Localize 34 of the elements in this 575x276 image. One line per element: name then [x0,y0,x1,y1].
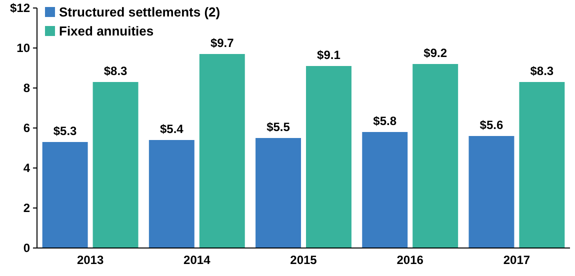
y-tick-label: 4 [23,161,30,176]
legend-label: Fixed annuities [59,24,154,39]
data-label: $5.4 [160,122,184,136]
x-tick-label: 2017 [503,253,530,267]
bar [412,64,458,248]
data-label: $8.3 [530,64,554,78]
data-label: $5.6 [480,118,504,132]
y-tick-label: 0 [23,241,30,256]
bar [468,136,514,248]
data-label: $9.2 [424,46,448,60]
y-tick-label: 2 [23,201,30,216]
data-label: $8.3 [104,64,128,78]
data-label: $9.1 [317,48,341,62]
y-tick-label: 6 [23,121,30,136]
y-tick-label: 8 [23,81,30,96]
data-label: $9.7 [210,36,234,50]
y-tick-label: 10 [16,41,30,56]
data-label: $5.3 [53,124,78,138]
legend-label: Structured settlements (2) [59,4,220,20]
bar [519,82,565,248]
x-tick-label: 2016 [396,253,424,267]
bar [362,132,408,248]
x-tick-label: 2015 [290,253,318,267]
y-tick-label: $12 [10,1,30,16]
bar [256,138,301,248]
data-label: $5.8 [373,114,397,128]
bar [199,54,245,248]
x-tick-label: 2014 [184,253,211,267]
bar [42,142,88,248]
bar [148,140,194,248]
x-tick-label: 2013 [76,253,104,267]
data-label: $5.5 [266,120,290,134]
bar [306,66,352,248]
bar [92,82,138,248]
